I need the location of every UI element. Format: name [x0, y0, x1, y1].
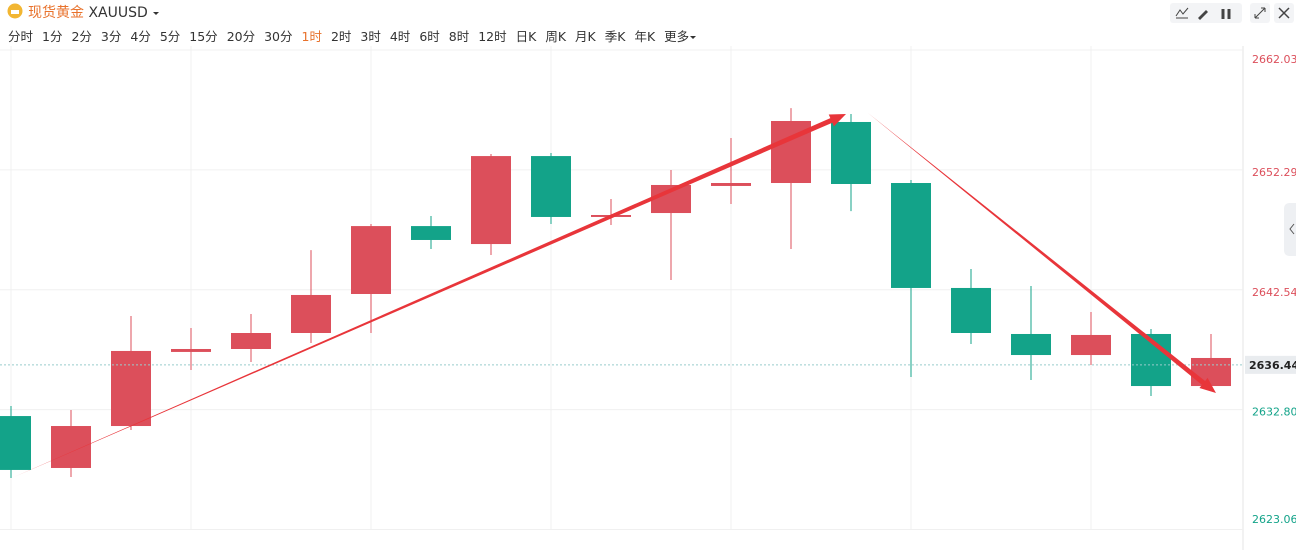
candle-body: [0, 416, 31, 470]
candle-body: [1071, 334, 1111, 356]
candle-body: [231, 332, 271, 349]
interval-option[interactable]: 周K: [545, 29, 567, 44]
interval-option[interactable]: 1时: [301, 29, 322, 44]
candle-body: [1191, 357, 1231, 387]
candle-body: [471, 156, 511, 245]
y-tick-label: 2662.03: [1252, 53, 1296, 66]
interval-option[interactable]: 15分: [189, 29, 218, 44]
interval-option[interactable]: 年K: [634, 29, 656, 44]
y-tick-label: 2623.06: [1252, 513, 1296, 526]
interval-option[interactable]: 3时: [360, 29, 381, 44]
candle-body: [771, 120, 811, 184]
candle-body: [531, 156, 571, 217]
annotation-arrow: [868, 113, 1216, 393]
interval-option[interactable]: 12时: [478, 29, 507, 44]
interval-option[interactable]: 月K: [575, 29, 596, 44]
last-price-box: [1245, 355, 1296, 374]
tool-draw[interactable]: [1198, 10, 1208, 20]
candle-body: [171, 348, 211, 352]
candle-body: [711, 183, 751, 186]
instrument-name: 现货黄金: [28, 5, 84, 21]
candle-body: [291, 294, 331, 333]
interval-option[interactable]: 分时: [8, 29, 34, 44]
interval-bar: 分时 1分 2分 3分 4分 5分 15分 20分 30分 1时 2时 3时 4时 6时 8时 12时 日K 周K…: [8, 26, 697, 45]
candle-body: [891, 183, 931, 288]
candle-body: [951, 287, 991, 333]
candle-body: [111, 350, 151, 427]
candle-body: [831, 121, 871, 184]
caret: [690, 36, 697, 39]
interval-option[interactable]: 30分: [264, 29, 293, 44]
gold-icon: [7, 3, 23, 19]
header: 现货黄金 XAUUSD: [0, 0, 1296, 24]
interval-option[interactable]: 季K: [604, 29, 626, 44]
y-tick-label: 2632.80: [1252, 406, 1296, 419]
instrument-symbol: XAUUSD: [88, 5, 148, 21]
tool-line[interactable]: [1175, 7, 1189, 19]
interval-option[interactable]: 8时: [448, 29, 470, 44]
candle-body: [1131, 333, 1171, 387]
interval-option[interactable]: 5分: [159, 29, 181, 44]
toolbar: [1170, 3, 1294, 23]
y-tick-label: 2652.29: [1252, 166, 1296, 179]
interval-option[interactable]: 4分: [130, 29, 151, 44]
interval-option[interactable]: 日K: [515, 29, 537, 44]
candle-body: [651, 184, 691, 214]
interval-option[interactable]: 3分: [100, 29, 122, 44]
side-tab: [1284, 203, 1296, 256]
candle-body: [351, 226, 391, 294]
candle-body: [591, 215, 631, 217]
candle-body: [51, 426, 91, 468]
candle-body: [411, 226, 451, 240]
interval-option[interactable]: 6时: [419, 29, 440, 44]
symbol-title[interactable]: 现货黄金 XAUUSD: [28, 2, 160, 22]
interval-option[interactable]: 1分: [42, 29, 63, 44]
candle-body: [1011, 333, 1051, 356]
interval-option[interactable]: 2分: [71, 29, 92, 44]
interval-option[interactable]: 20分: [226, 29, 256, 44]
interval-option[interactable]: 4时: [389, 29, 411, 44]
last-price-label: 2636.44: [1249, 359, 1296, 372]
annotation-arrow: [14, 114, 846, 477]
y-tick-label: 2642.54: [1252, 286, 1296, 299]
caret: [153, 12, 160, 15]
side-tab-arrow: [1289, 223, 1295, 235]
interval-option[interactable]: 2时: [330, 29, 352, 44]
interval-option[interactable]: 更多: [664, 26, 697, 45]
tool-candle[interactable]: [1221, 9, 1231, 19]
